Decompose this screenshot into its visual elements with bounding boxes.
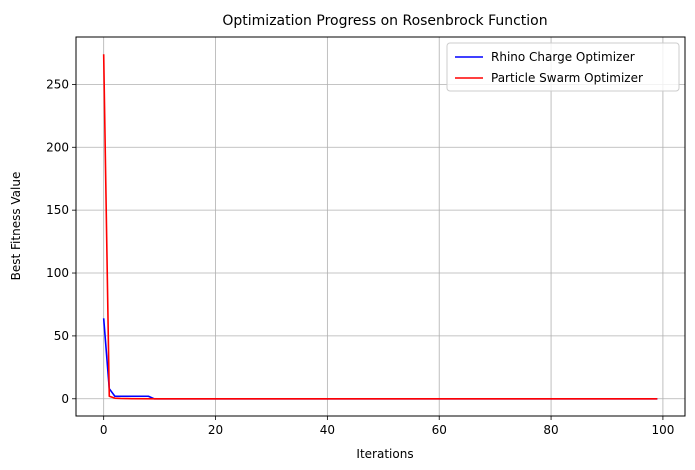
x-axis-label: Iterations (356, 447, 413, 461)
series-line-1 (102, 318, 658, 400)
y-tick-label: 150 (46, 203, 69, 217)
plot-frame (75, 36, 686, 417)
x-tick-label: 60 (432, 423, 447, 437)
series-lines (102, 54, 658, 400)
y-tick-label: 50 (54, 329, 69, 343)
x-tick-label: 80 (543, 423, 558, 437)
x-tick-label: 20 (208, 423, 223, 437)
y-tick-label: 0 (61, 392, 69, 406)
chart-title: Optimization Progress on Rosenbrock Func… (222, 13, 547, 29)
y-tick-label: 200 (46, 140, 69, 154)
legend: Rhino Charge Optimizer Particle Swarm Opt… (446, 42, 680, 92)
x-tick-label: 40 (320, 423, 335, 437)
y-tick-label: 250 (46, 77, 69, 91)
axis-ticks: 0 20 40 60 80 100 0 50 100 150 200 250 (46, 77, 674, 437)
series-line-2 (102, 54, 658, 400)
legend-box (446, 42, 680, 92)
x-tick-label: 0 (100, 423, 108, 437)
grid-lines (76, 37, 685, 416)
x-tick-label: 100 (651, 423, 674, 437)
y-tick-label: 100 (46, 266, 69, 280)
legend-label: Rhino Charge Optimizer (491, 50, 635, 64)
legend-label: Particle Swarm Optimizer (491, 71, 643, 85)
y-axis-label: Best Fitness Value (9, 172, 23, 281)
